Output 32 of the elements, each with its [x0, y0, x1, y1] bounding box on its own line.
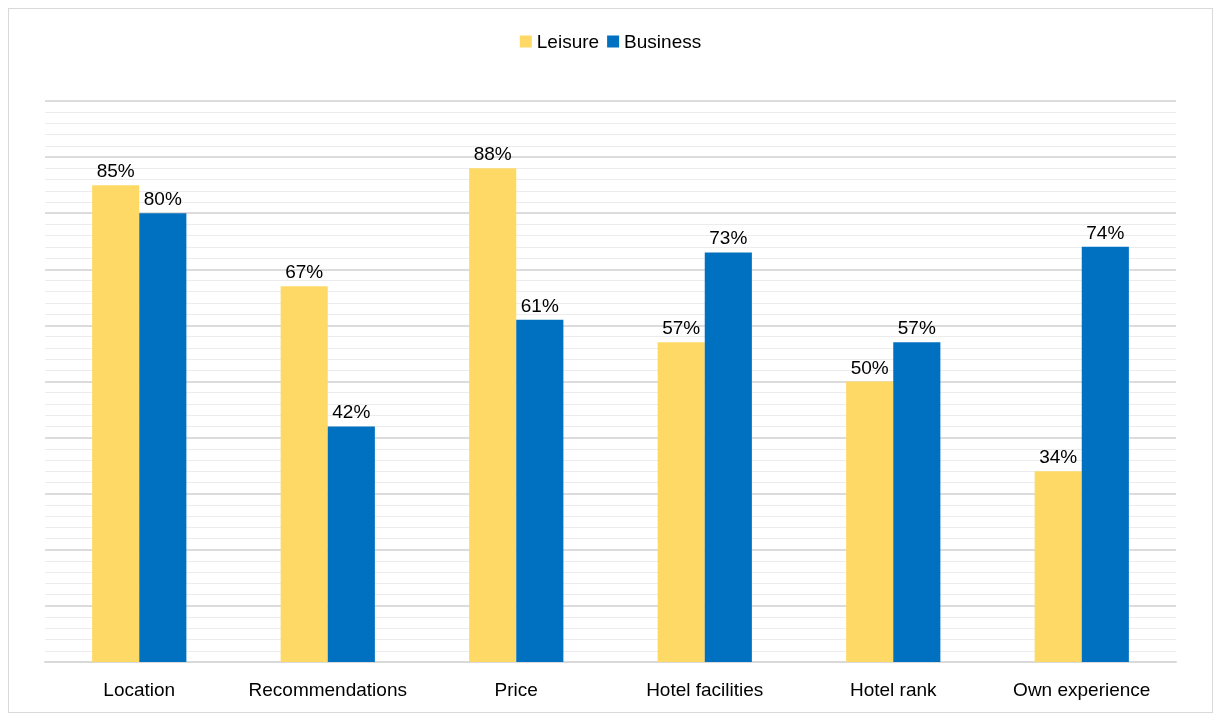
data-label: 67% — [285, 261, 324, 283]
data-label: 73% — [709, 227, 748, 249]
data-label: 57% — [897, 317, 936, 339]
legend-label: Business — [624, 31, 702, 52]
data-label: 57% — [662, 317, 701, 339]
data-label: 50% — [850, 356, 889, 378]
bar — [1081, 246, 1129, 662]
x-tick-label: Hotel facilities — [646, 679, 764, 700]
data-label: 85% — [96, 160, 135, 182]
bar — [657, 342, 705, 662]
x-tick-label: Hotel rank — [849, 679, 938, 700]
bar — [1034, 471, 1082, 662]
bar — [893, 342, 941, 662]
x-tick-label: Price — [494, 679, 538, 700]
data-label: 42% — [332, 401, 371, 423]
bar — [704, 252, 752, 662]
data-label: 88% — [473, 143, 512, 165]
x-tick-label: Own experience — [1013, 679, 1151, 700]
x-tick-label: Recommendations — [248, 679, 407, 700]
bar — [92, 185, 140, 662]
bar — [516, 319, 564, 662]
bar — [327, 426, 375, 662]
bar — [139, 213, 187, 662]
data-label: 80% — [143, 188, 182, 210]
data-label: 34% — [1039, 446, 1078, 468]
data-label: 61% — [520, 294, 559, 316]
bar — [280, 286, 328, 662]
bar — [469, 168, 517, 662]
legend-label: Leisure — [536, 31, 600, 52]
x-tick-label: Location — [103, 679, 176, 700]
data-label: 74% — [1086, 221, 1125, 243]
bar — [846, 381, 894, 662]
